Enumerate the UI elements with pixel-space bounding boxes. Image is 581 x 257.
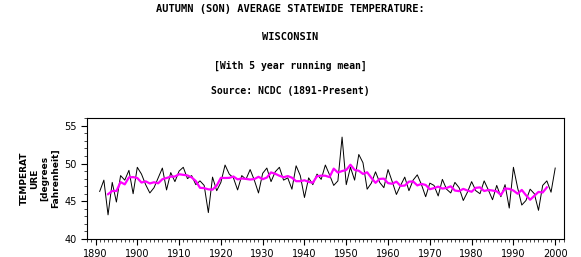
Y-axis label: TEMPERAT
URE
[degrees
Fahrenheit]: TEMPERAT URE [degrees Fahrenheit] xyxy=(20,149,60,208)
Text: [With 5 year running mean]: [With 5 year running mean] xyxy=(214,60,367,71)
Text: WISCONSIN: WISCONSIN xyxy=(263,32,318,42)
Text: Source: NCDC (1891-Present): Source: NCDC (1891-Present) xyxy=(211,86,370,96)
Text: AUTUMN (SON) AVERAGE STATEWIDE TEMPERATURE:: AUTUMN (SON) AVERAGE STATEWIDE TEMPERATU… xyxy=(156,4,425,14)
